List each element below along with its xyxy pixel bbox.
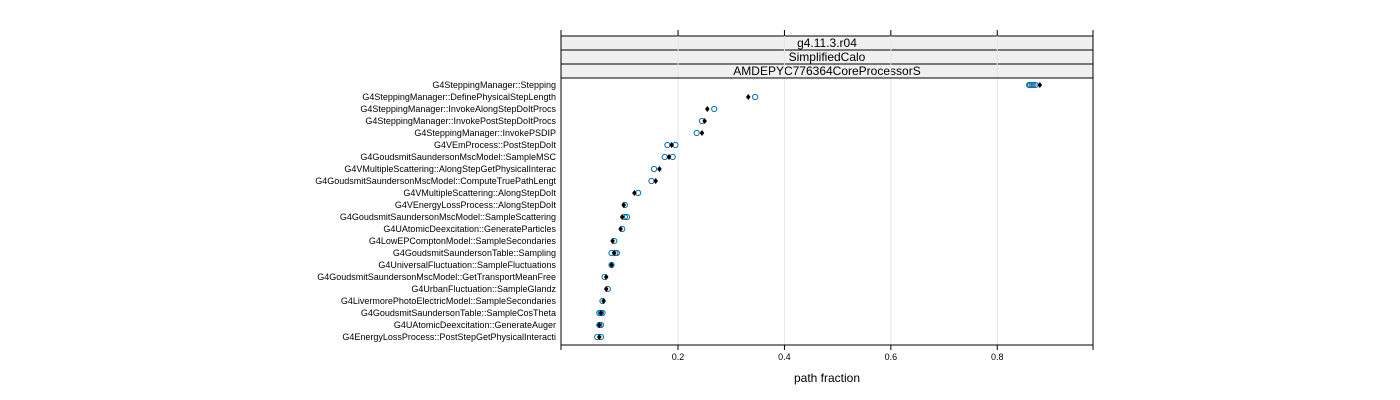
y-tick-label: G4VMultipleScattering::AlongStepDoIt [403,188,556,198]
y-tick-label: G4VMultipleScattering::AlongStepGetPhysi… [344,164,556,174]
point-open [648,177,655,185]
y-tick-label: G4UrbanFluctuation::SampleGlandz [411,284,556,294]
y-tick-label: G4GoudsmitSaundersonTable::SampleCosThet… [361,308,556,318]
y-tick-label: G4UniversalFluctuation::SampleFluctuatio… [378,260,556,270]
y-tick-label: G4UAtomicDeexcitation::GenerateParticles [383,224,556,234]
point-open [664,141,671,149]
point-filled [597,322,602,328]
y-tick-label: G4EnergyLossProcess::PostStepGetPhysical… [342,332,556,342]
y-tick-labels: G4SteppingManager::SteppingG4SteppingMan… [315,80,556,342]
y-tick-label: G4GoudsmitSaundersonMscModel::SampleMSC [360,152,556,162]
point-filled [699,130,705,136]
point-open [693,129,700,137]
point-filled [669,142,674,148]
point-filled [610,238,615,244]
point-filled [609,262,614,268]
point-filled [705,106,710,112]
point-open [1030,81,1037,89]
y-tick-label: G4LivermorePhotoElectricModel::SampleSec… [341,296,557,306]
y-tick-label: G4SteppingManager::Stepping [432,80,556,90]
y-tick-label: G4LowEPComptonModel::SampleSecondaries [369,236,557,246]
strip-label: SimplifiedCalo [789,50,866,64]
point-filled [603,274,609,280]
y-tick-label: G4GoudsmitSaundersonTable::Sampling [393,248,556,258]
point-filled [601,298,606,304]
point-open [661,153,668,161]
panel-frame [560,77,1094,346]
point-filled [621,202,627,208]
point-filled [745,94,751,100]
y-tick-label: G4SteppingManager::DefinePhysicalStepLen… [362,92,556,102]
x-tick-label: 0.4 [778,352,791,362]
point-filled [611,250,617,256]
point-filled [657,166,662,172]
grid-lines [677,30,998,345]
x-tick-label: 0.6 [885,352,898,362]
plot-panel [560,30,1094,346]
point-open [752,93,759,101]
strip-headers: g4.11.3.r04SimplifiedCaloAMDEPYC776364Co… [560,35,1094,79]
point-filled [619,214,625,220]
x-tick-label: 0.8 [991,352,1004,362]
x-axis: 0.2 0.4 0.6 0.8 [560,30,1094,362]
x-tick-label: 0.2 [672,352,685,362]
y-tick-label: G4VEnergyLossProcess::AlongStepDoIt [395,200,557,210]
data-points [594,81,1043,341]
point-filled [1037,82,1043,88]
x-axis-title: path fraction [794,371,860,385]
point-filled [653,178,658,184]
point-filled [666,154,672,160]
y-tick-label: G4SteppingManager::InvokePSDIP [414,128,556,138]
point-filled [598,310,604,316]
point-filled [618,226,623,232]
y-tick-label: G4GoudsmitSaundersonMscModel::ComputeTru… [315,176,556,186]
strip-label: g4.11.3.r04 [797,36,857,50]
y-tick-label: G4GoudsmitSaundersonMscModel::GetTranspo… [317,272,556,282]
y-tick-label: G4UAtomicDeexcitation::GenerateAuger [394,320,556,330]
y-tick-label: G4SteppingManager::InvokePostStepDoItPro… [365,116,556,126]
point-filled [702,118,707,124]
point-open [711,105,718,113]
y-tick-label: G4VEmProcess::PostStepDoIt [434,140,557,150]
y-tick-label: G4SteppingManager::InvokeAlongStepDoItPr… [360,104,556,114]
point-filled [603,286,609,292]
y-tick-label: G4GoudsmitSaundersonMscModel::SampleScat… [340,212,556,222]
point-filled [632,190,637,196]
strip-label: AMDEPYC776364CoreProcessorS [733,64,920,78]
point-filled [597,334,602,340]
point-open [651,165,658,173]
